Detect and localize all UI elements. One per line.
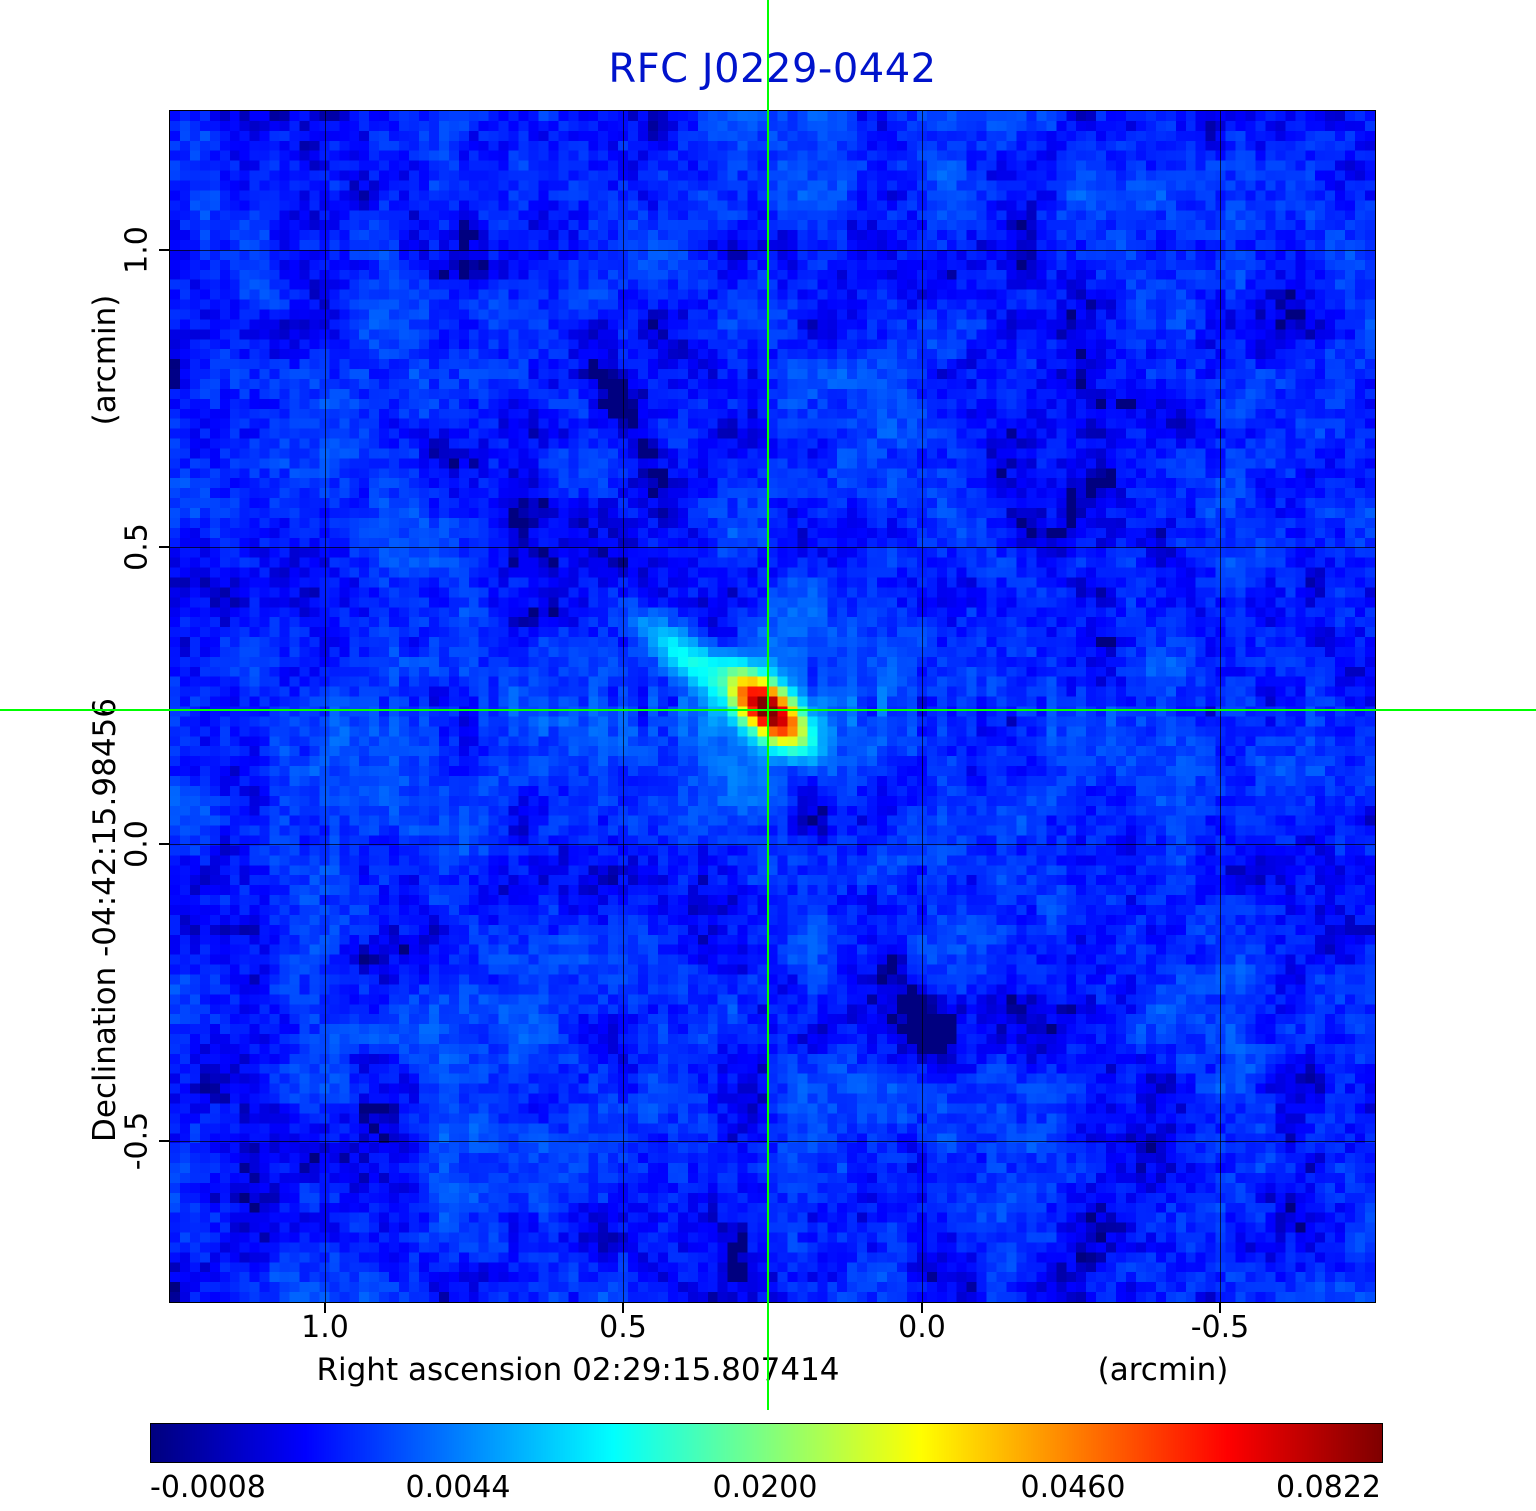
colorbar-tick-label: 0.0460 <box>1020 1470 1126 1505</box>
x-axis-tick <box>324 1303 326 1313</box>
y-axis-tick <box>159 249 169 251</box>
x-tick-label: -0.5 <box>1190 1310 1250 1345</box>
x-tick-label: 0.5 <box>599 1310 647 1345</box>
x-axis-tick <box>1219 1303 1221 1313</box>
colorbar-tick-label: 0.0822 <box>1276 1470 1381 1505</box>
y-tick-label: 1.0 <box>119 226 155 274</box>
y-axis-tick <box>159 843 169 845</box>
colorbar-tick-label: -0.0008 <box>150 1470 266 1505</box>
y-tick-label: 0.0 <box>119 820 155 868</box>
y-tick-label: 0.5 <box>119 523 155 571</box>
x-axis-unit-label: (arcmin) <box>1097 1352 1229 1388</box>
y-axis-tick <box>159 1140 169 1142</box>
figure-title: RFC J0229-0442 <box>608 46 937 92</box>
y-axis-unit-label: (arcmin) <box>87 294 123 426</box>
x-axis-tick <box>921 1303 923 1313</box>
sky-map-canvas <box>170 111 1375 1302</box>
plot-area <box>169 110 1376 1303</box>
x-tick-label: 0.0 <box>898 1310 946 1345</box>
x-axis-label: Right ascension 02:29:15.807414 <box>316 1352 840 1388</box>
x-tick-label: 1.0 <box>301 1310 349 1345</box>
y-tick-label: -0.5 <box>119 1111 155 1171</box>
y-axis-label: Declination -04:42:15.98456 <box>87 698 123 1142</box>
y-axis-tick <box>159 546 169 548</box>
colorbar-tick-label: 0.0044 <box>405 1470 511 1505</box>
x-axis-tick <box>622 1303 624 1313</box>
colorbar-tick-label: 0.0200 <box>712 1470 818 1505</box>
colorbar <box>150 1423 1383 1463</box>
